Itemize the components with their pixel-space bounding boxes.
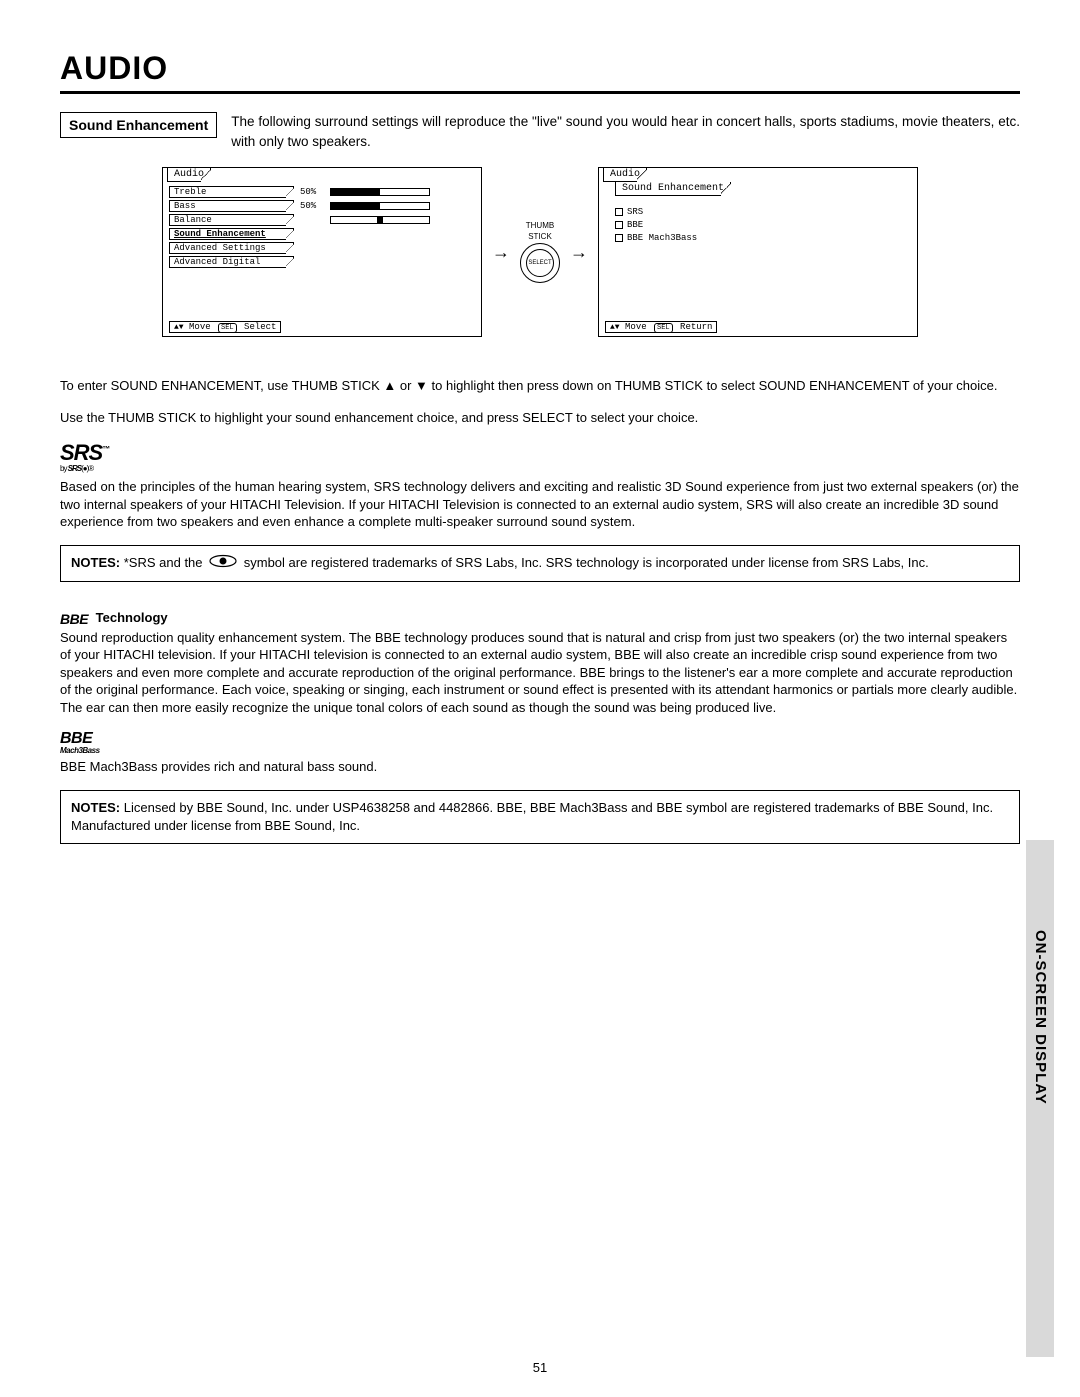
osd-footer-right: ▲▼ Move SEL Return — [605, 321, 717, 333]
osd-menu-item: Sound Enhancement — [169, 228, 294, 240]
thumb-stick-select: SELECT — [526, 249, 554, 277]
checkbox-icon — [615, 234, 623, 242]
thumb-stick-icon: SELECT — [520, 243, 560, 283]
osd-tab-audio-2: Audio — [603, 168, 647, 182]
instruction-1: To enter SOUND ENHANCEMENT, use THUMB ST… — [60, 377, 1020, 395]
intro-row: Sound Enhancement The following surround… — [60, 112, 1020, 151]
arrow-right-1: → — [492, 242, 510, 263]
thumb-stick-diagram: THUMB STICK SELECT — [520, 221, 560, 283]
osd-value: 50% — [300, 201, 324, 211]
osd-menu-row: Balance — [169, 213, 475, 226]
srs-description: Based on the principles of the human hea… — [60, 478, 1020, 531]
osd-menu-item: Balance — [169, 214, 294, 226]
notes-srs: NOTES: *SRS and the symbol are registere… — [60, 545, 1020, 582]
bbe-description: Sound reproduction quality enhancement s… — [60, 629, 1020, 717]
srs-section: SRS™ by SRS(●)® Based on the principles … — [60, 440, 1020, 531]
intro-text: The following surround settings will rep… — [231, 112, 1020, 151]
srs-symbol-icon — [208, 554, 238, 573]
osd-menu-item: Advanced Digital — [169, 256, 294, 268]
osd-menu-row: Advanced Settings — [169, 241, 475, 254]
osd-value: 50% — [300, 187, 324, 197]
bbe-section: BBE Technology Sound reproduction qualit… — [60, 610, 1020, 716]
page-number: 51 — [533, 1360, 547, 1375]
bbe-mach3-logo: BBE Mach3Bass — [60, 730, 100, 755]
menu-diagram: Audio Treble 50% Bass 50% Balance Sound Enhan… — [60, 167, 1020, 337]
osd-menu-item: Treble — [169, 186, 294, 198]
osd-option: BBE Mach3Bass — [615, 233, 911, 243]
instruction-2: Use the THUMB STICK to highlight your so… — [60, 409, 1020, 427]
osd-option-label: BBE Mach3Bass — [627, 233, 697, 243]
osd-sound-enhancement-menu: Audio Sound Enhancement SRS BBE BBE Mach3B… — [598, 167, 918, 337]
osd-option: SRS — [615, 207, 911, 217]
osd-option-label: BBE — [627, 220, 643, 230]
osd-slider — [330, 202, 430, 210]
osd-menu-item: Bass — [169, 200, 294, 212]
osd-audio-menu: Audio Treble 50% Bass 50% Balance Sound Enhan… — [162, 167, 482, 337]
checkbox-icon — [615, 221, 623, 229]
mach3-description: BBE Mach3Bass provides rich and natural … — [60, 758, 1020, 776]
page-title: AUDIO — [60, 50, 1020, 94]
osd-slider — [330, 188, 430, 196]
osd-menu-row: Treble 50% — [169, 185, 475, 198]
osd-footer-left: ▲▼ Move SEL Select — [169, 321, 281, 333]
osd-tab-audio: Audio — [167, 168, 211, 182]
osd-option-label: SRS — [627, 207, 643, 217]
osd-menu-item: Advanced Settings — [169, 242, 294, 254]
osd-balance-slider — [330, 216, 430, 224]
osd-menu-row: Bass 50% — [169, 199, 475, 212]
osd-subtab-sound-enhancement: Sound Enhancement — [615, 182, 731, 196]
section-label-box: Sound Enhancement — [60, 112, 217, 138]
osd-option: BBE — [615, 220, 911, 230]
bbe-tech-heading: BBE Technology — [60, 610, 1020, 627]
osd-menu-row: Sound Enhancement — [169, 227, 475, 240]
osd-menu-row: Advanced Digital — [169, 255, 475, 268]
notes-bbe: NOTES: Licensed by BBE Sound, Inc. under… — [60, 790, 1020, 844]
thumb-label: THUMB — [526, 221, 554, 230]
thumb-label: STICK — [528, 232, 552, 241]
checkbox-icon — [615, 208, 623, 216]
srs-logo: SRS™ by SRS(●)® — [60, 440, 109, 473]
arrow-right-2: → — [570, 242, 588, 263]
mach3bass-section: BBE Mach3Bass BBE Mach3Bass provides ric… — [60, 730, 1020, 776]
side-tab-label: ON-SCREEN DISPLAY — [1032, 930, 1049, 1105]
bbe-logo-icon: BBE — [60, 611, 88, 627]
